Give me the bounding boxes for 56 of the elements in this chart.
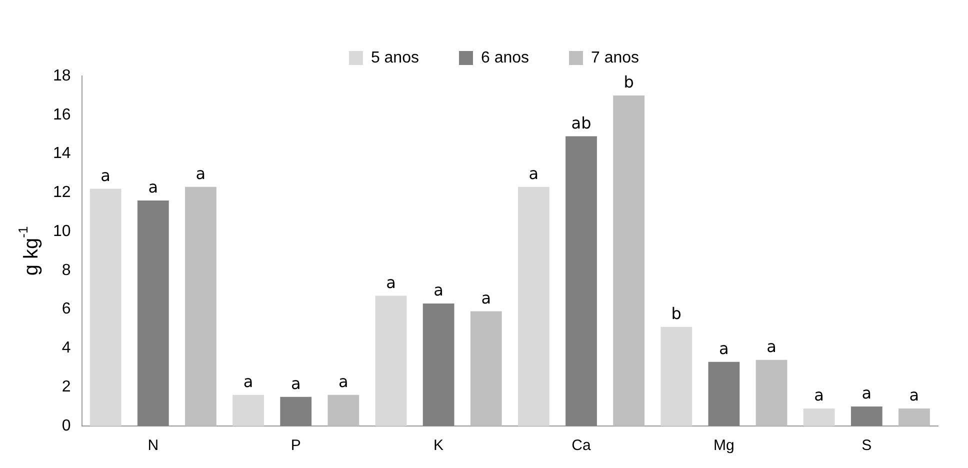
data-label: a	[528, 164, 539, 183]
bar	[613, 95, 645, 426]
bar	[90, 188, 122, 426]
y-tick-label: 12	[53, 184, 71, 202]
data-label: a	[814, 386, 824, 405]
y-axis-title: g kg-1	[16, 226, 43, 276]
data-label: b	[624, 72, 634, 92]
data-label: a	[719, 338, 729, 358]
x-tick-label: N	[148, 437, 159, 454]
bar	[566, 136, 597, 426]
data-label: a	[386, 272, 396, 292]
bar	[708, 362, 740, 426]
data-label: a	[434, 280, 444, 300]
x-tick-label: P	[290, 437, 301, 454]
bar	[660, 326, 692, 426]
data-label: a	[766, 337, 776, 356]
legend-label: 6 anos	[480, 49, 530, 66]
bar	[756, 360, 788, 426]
bar	[280, 396, 312, 426]
y-tick-label: 14	[53, 145, 71, 162]
bar	[375, 296, 407, 426]
data-label: a	[481, 288, 492, 308]
data-label: a	[862, 384, 872, 403]
x-tick-label: S	[862, 437, 872, 454]
bar	[803, 408, 835, 426]
y-tick-label: 2	[62, 378, 71, 396]
y-tick-label: 0	[62, 417, 71, 434]
data-label: a	[338, 372, 348, 392]
y-tick-label: 6	[62, 300, 71, 318]
bar	[518, 186, 550, 426]
y-tick-label: 4	[62, 340, 71, 357]
bar	[328, 394, 360, 426]
y-tick-label: 8	[62, 262, 71, 279]
y-tick-label: 18	[53, 67, 71, 84]
bar	[850, 406, 882, 426]
bar	[137, 200, 169, 426]
bar	[422, 304, 454, 426]
bar	[898, 408, 930, 426]
bar	[232, 394, 264, 426]
y-tick-label: 10	[53, 222, 71, 240]
bar	[470, 311, 502, 426]
x-tick-label: Mg	[714, 437, 734, 454]
data-label: ab	[571, 113, 592, 132]
data-label: a	[243, 372, 254, 392]
data-label: a	[148, 178, 158, 197]
x-tick-label: Ca	[572, 437, 592, 454]
data-label: a	[909, 386, 920, 405]
y-tick-label: 16	[53, 106, 71, 124]
legend-label: 5 anos	[370, 49, 419, 66]
x-tick-label: K	[434, 437, 444, 454]
data-label: a	[290, 374, 301, 393]
data-label: b	[671, 304, 682, 323]
legend-label: 7 anos	[591, 49, 640, 66]
bar	[185, 186, 216, 426]
data-label: a	[196, 164, 206, 183]
data-label: a	[100, 166, 110, 185]
